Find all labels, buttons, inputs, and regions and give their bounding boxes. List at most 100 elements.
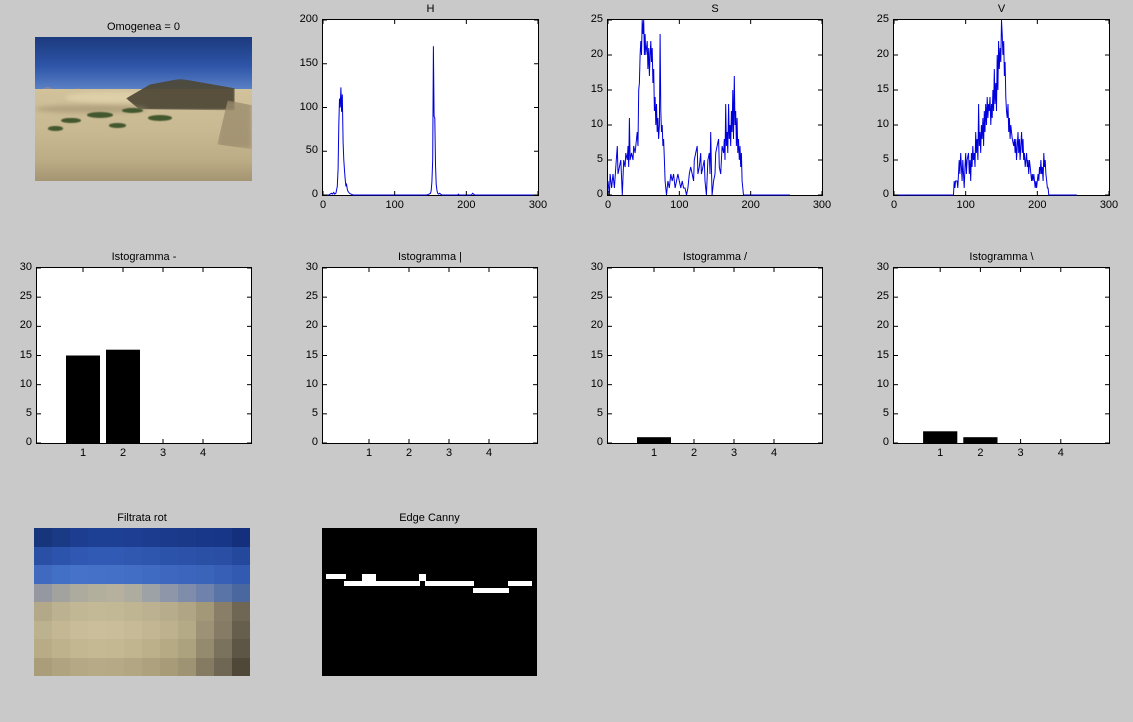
x-tick-label: 0 <box>319 199 327 211</box>
filtered-pixel <box>88 657 106 676</box>
panel-hist-h: H 0 100 200 300 0 50 100 150 200 <box>300 3 548 211</box>
y-tick-label: 30 <box>19 261 32 273</box>
filtered-pixel <box>34 583 52 602</box>
y-tick-label: 50 <box>305 144 318 157</box>
istogramma-vertical-title: Istogramma | <box>398 251 462 263</box>
filtered-pixel <box>34 602 52 621</box>
filtered-pixel <box>160 639 178 658</box>
x-tick-label: 3 <box>730 447 738 459</box>
photo-shrub <box>87 111 114 118</box>
filtered-pixel <box>106 546 124 565</box>
x-tick-label: 100 <box>956 199 975 211</box>
panel-filtered-image: Filtrata rot <box>34 512 250 676</box>
filtered-pixel <box>124 528 142 547</box>
bar <box>923 431 958 443</box>
x-tick-label: 100 <box>385 199 404 211</box>
y-tick-label: 30 <box>590 261 603 273</box>
filtered-pixel <box>34 639 52 658</box>
y-tick-label: 10 <box>876 377 889 390</box>
histogram-line <box>323 46 538 196</box>
hist-h-axes: 0 100 200 300 0 50 100 150 200 <box>300 13 548 211</box>
y-tick-label: 15 <box>305 348 318 361</box>
filtered-pixel <box>124 639 142 658</box>
filtered-pixel <box>70 565 88 584</box>
filtered-pixel <box>88 602 106 621</box>
istogramma-horizontal-title: Istogramma - <box>111 251 177 263</box>
x-tick-label: 3 <box>159 447 167 459</box>
plot-area-ist1 <box>37 267 251 444</box>
x-tick-label: 2 <box>690 447 698 459</box>
y-tick-label: 25 <box>590 13 603 25</box>
filtered-pixel <box>124 620 142 639</box>
filtered-pixel <box>142 620 160 639</box>
filtered-pixel <box>106 565 124 584</box>
filtered-pixel <box>178 528 196 547</box>
filtered-pixel <box>34 528 52 547</box>
filtered-image <box>34 528 250 676</box>
y-tick-label: 150 <box>299 56 318 69</box>
y-tick-label: 0 <box>882 188 889 200</box>
filtered-pixel <box>52 528 70 547</box>
y-tick-label: 0 <box>882 436 889 448</box>
filtered-pixel <box>142 657 160 676</box>
x-tick-label: 1 <box>650 447 658 459</box>
y-tick-label: 0 <box>311 188 318 200</box>
filtered-pixel <box>232 657 250 676</box>
filtered-pixel <box>106 528 124 547</box>
filtered-pixel <box>232 546 250 565</box>
x-tick-label: 2 <box>119 447 127 459</box>
panel-istogramma-backslash: Istogramma \ 1 2 3 4 0 5 10 15 20 25 30 <box>877 251 1110 459</box>
filtered-pixel <box>142 602 160 621</box>
filtered-pixel <box>88 565 106 584</box>
filtered-pixel <box>34 620 52 639</box>
filtered-pixel <box>106 583 124 602</box>
y-tick-label: 20 <box>876 319 889 332</box>
x-tick-label: 4 <box>770 447 778 459</box>
filtered-pixel <box>124 602 142 621</box>
panel-istogramma-slash: Istogramma / 1 2 3 4 0 5 10 15 20 25 30 <box>591 251 823 459</box>
x-tick-label: 300 <box>1099 199 1119 211</box>
istogramma-horizontal-axes: 1 2 3 4 0 5 10 15 20 25 30 <box>20 261 252 459</box>
edge-canny-title: Edge Canny <box>399 512 460 524</box>
filtered-pixel <box>88 583 106 602</box>
y-tick-label: 5 <box>596 406 603 419</box>
filtered-pixel <box>106 639 124 658</box>
filtered-pixel <box>160 546 178 565</box>
y-tick-label: 30 <box>876 261 889 273</box>
hist-s-axes: 0 100 200 300 0 5 10 15 20 25 <box>591 13 831 211</box>
filtered-pixel <box>106 602 124 621</box>
filtered-pixel <box>124 565 142 584</box>
x-tick-label: 3 <box>445 447 453 459</box>
original-image-title: Omogenea = 0 <box>106 21 181 33</box>
x-tick-label: 200 <box>741 199 760 211</box>
filtered-pixel <box>160 602 178 621</box>
hist-v-axes: 0 100 200 300 0 5 10 15 20 25 <box>877 13 1118 211</box>
filtered-pixel <box>70 620 88 639</box>
filtered-pixel <box>214 639 232 658</box>
canny-edge-segment <box>424 580 474 587</box>
filtered-pixel <box>70 639 88 658</box>
filtered-pixel <box>196 620 214 639</box>
filtered-pixel <box>214 602 232 621</box>
x-tick-label: 0 <box>604 199 612 211</box>
canny-edge-segment <box>507 580 533 587</box>
y-tick-label: 5 <box>882 153 889 165</box>
filtered-pixel <box>196 565 214 584</box>
photo-dune-crest <box>65 91 161 104</box>
y-tick-label: 15 <box>590 348 603 361</box>
edge-canny-image <box>322 528 537 676</box>
photo-shrub <box>108 123 127 128</box>
filtered-pixel <box>52 639 70 658</box>
y-tick-label: 0 <box>311 436 318 448</box>
hist-h-title: H <box>426 3 435 15</box>
y-tick-label: 5 <box>596 153 603 165</box>
filtered-pixel <box>88 546 106 565</box>
filtered-image-title: Filtrata rot <box>117 512 167 524</box>
x-tick-label: 200 <box>457 199 476 211</box>
panel-istogramma-horizontal: Istogramma - 1 2 3 4 0 5 10 15 20 25 30 <box>20 251 252 459</box>
filtered-pixel <box>70 657 88 676</box>
filtered-pixel <box>232 583 250 602</box>
bar <box>106 349 140 443</box>
y-tick-label: 200 <box>299 13 318 25</box>
